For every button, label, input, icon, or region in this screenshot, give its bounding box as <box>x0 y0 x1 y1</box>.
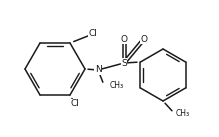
Text: N: N <box>95 65 101 75</box>
Text: CH₃: CH₃ <box>176 109 190 118</box>
Text: Cl: Cl <box>88 29 97 38</box>
Text: CH₃: CH₃ <box>110 81 124 89</box>
Text: O: O <box>141 35 148 44</box>
Text: Cl: Cl <box>71 99 79 109</box>
Text: O: O <box>120 35 127 44</box>
Text: S: S <box>121 58 127 68</box>
